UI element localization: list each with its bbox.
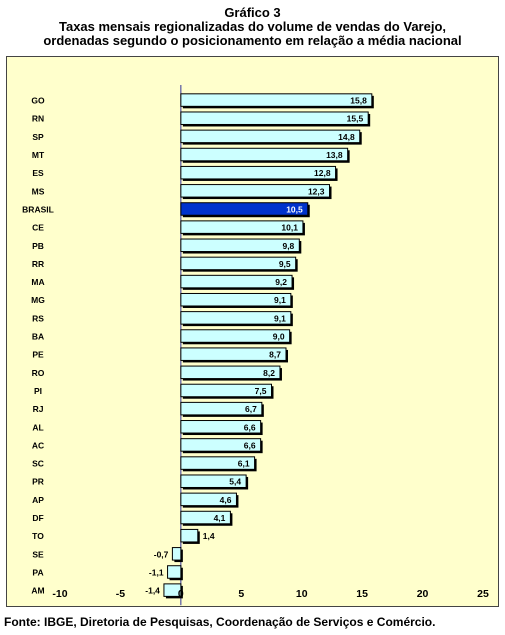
bar-go [180, 93, 373, 107]
value-label-ac: 6,6 [244, 440, 256, 450]
bar-rs [180, 311, 292, 325]
category-label-mt: MT [32, 150, 45, 160]
bar-ms [180, 184, 331, 198]
value-label-pe: 8,7 [269, 350, 281, 360]
bar-to [180, 528, 199, 543]
value-label-mg: 9,1 [274, 295, 286, 305]
x-tick-label: 0 [178, 588, 184, 600]
category-label-go: GO [31, 96, 45, 106]
chart-title-line-3: ordenadas segundo o posicionamento em re… [43, 33, 462, 48]
bar-ro [180, 365, 281, 380]
value-label-pb: 9,8 [282, 241, 294, 251]
x-tick-label: 5 [238, 588, 244, 600]
x-tick-label: 20 [417, 588, 429, 600]
bar-ce [180, 220, 304, 234]
category-label-df: DF [32, 513, 43, 523]
value-label-al: 6,6 [244, 422, 256, 432]
value-label-rn: 15,5 [347, 114, 364, 124]
category-label-se: SE [32, 549, 44, 559]
value-label-mt: 13,8 [326, 150, 343, 160]
bar-pa [167, 565, 182, 579]
value-label-se: -0,7 [154, 549, 169, 559]
category-label-rj: RJ [33, 404, 44, 414]
value-label-ms: 12,3 [308, 186, 325, 196]
x-tick-label: 15 [356, 588, 368, 600]
bar-am [163, 583, 182, 597]
category-label-pa: PA [32, 567, 43, 577]
x-tick-label: 10 [296, 588, 308, 600]
category-label-brasil: BRASIL [22, 204, 54, 214]
category-label-ac: AC [32, 440, 44, 450]
category-label-pe: PE [32, 350, 44, 360]
category-label-to: TO [32, 531, 44, 541]
bar-se [171, 547, 182, 561]
category-label-pi: PI [34, 386, 42, 396]
value-label-df: 4,1 [214, 513, 226, 523]
value-label-es: 12,8 [314, 168, 331, 178]
category-label-rs: RS [32, 313, 44, 323]
category-label-ap: AP [32, 495, 44, 505]
bar-pb [180, 238, 300, 253]
x-tick-label: 25 [477, 588, 489, 600]
value-label-to: 1,4 [203, 531, 215, 541]
category-label-es: ES [32, 168, 44, 178]
value-label-pa: -1,1 [149, 567, 164, 577]
bar-chart: GO 15,8 RN 15,5 SP 14,8 MT 13,8 ES 12,8 MS 12,3 BRAS… [22, 85, 489, 606]
value-label-ma: 9,2 [275, 277, 287, 287]
value-label-rr: 9,5 [279, 259, 291, 269]
bar-pe [180, 347, 287, 361]
bar-rj [180, 401, 263, 416]
category-label-sp: SP [32, 132, 44, 142]
category-label-rr: RR [32, 259, 44, 269]
chart-title: Gráfico 3 Taxas mensais regionalizadas d… [0, 6, 505, 48]
category-label-rn: RN [32, 114, 44, 124]
x-tick-label: -5 [116, 588, 125, 600]
category-label-ma: MA [31, 277, 44, 287]
value-label-sc: 6,1 [238, 459, 250, 469]
category-label-pr: PR [32, 477, 44, 487]
value-label-pr: 5,4 [229, 477, 241, 487]
value-label-ro: 8,2 [263, 368, 275, 378]
chart-title-line-1: Gráfico 3 [224, 5, 281, 20]
bar-al [180, 420, 262, 434]
value-label-am: -1,4 [145, 586, 160, 596]
category-label-pb: PB [32, 241, 44, 251]
category-label-sc: SC [32, 459, 44, 469]
value-label-ba: 9,0 [273, 332, 285, 342]
bar-pi [180, 383, 273, 398]
category-label-al: AL [32, 422, 43, 432]
bar-brasil [180, 202, 309, 216]
bar-ap [180, 492, 237, 507]
value-label-rs: 9,1 [274, 313, 286, 323]
bar-mt [180, 147, 349, 162]
chart-title-line-2: Taxas mensais regionalizadas do volume d… [58, 19, 447, 34]
category-label-ro: RO [32, 368, 45, 378]
category-label-ba: BA [32, 332, 44, 342]
category-label-ce: CE [32, 223, 44, 233]
chart-area: GO 15,8 RN 15,5 SP 14,8 MT 13,8 ES 12,8 MS 12,3 BRAS… [6, 56, 499, 607]
bar-rr [180, 256, 297, 271]
category-label-ms: MS [32, 186, 45, 196]
bar-mg [180, 292, 292, 307]
category-label-mg: MG [31, 295, 45, 305]
bar-es [180, 165, 337, 180]
bar-ac [180, 438, 262, 452]
bar-pr [180, 474, 247, 488]
bar-sp [180, 129, 361, 144]
source-note: Fonte: IBGE, Diretoria de Pesquisas, Coo… [4, 615, 436, 629]
value-label-ap: 4,6 [220, 495, 232, 505]
x-tick-label: -10 [52, 588, 67, 600]
value-label-brasil: 10,5 [286, 204, 303, 214]
value-label-rj: 6,7 [245, 404, 257, 414]
bar-ba [180, 329, 291, 343]
value-label-go: 15,8 [350, 96, 367, 106]
value-label-pi: 7,5 [255, 386, 267, 396]
value-label-sp: 14,8 [338, 132, 355, 142]
bar-rn [180, 111, 369, 125]
value-label-ce: 10,1 [281, 223, 298, 233]
bar-df [180, 510, 231, 525]
bar-ma [180, 274, 293, 289]
category-label-am: AM [31, 586, 44, 596]
bar-sc [180, 456, 256, 470]
